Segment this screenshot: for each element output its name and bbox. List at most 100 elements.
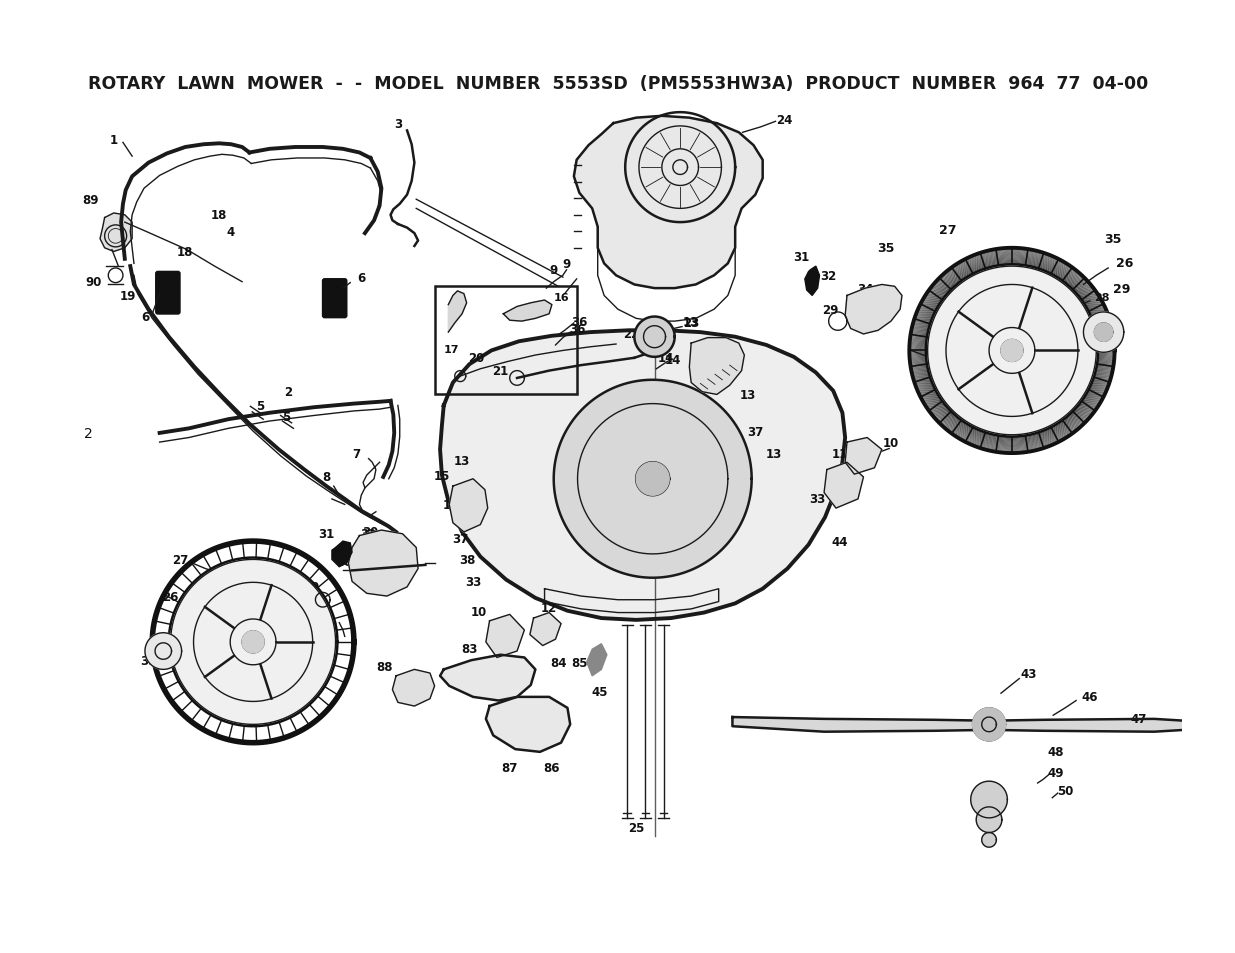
Polygon shape bbox=[689, 338, 745, 395]
Polygon shape bbox=[578, 404, 727, 555]
Text: 33: 33 bbox=[809, 493, 826, 506]
Text: 1: 1 bbox=[110, 134, 117, 147]
FancyBboxPatch shape bbox=[322, 278, 347, 319]
Text: 87: 87 bbox=[501, 761, 517, 774]
Text: 13: 13 bbox=[454, 455, 471, 467]
Polygon shape bbox=[805, 267, 820, 296]
Text: 29: 29 bbox=[823, 303, 839, 316]
Text: 26: 26 bbox=[1116, 256, 1134, 270]
Text: 9: 9 bbox=[562, 257, 571, 271]
Text: 16: 16 bbox=[553, 293, 569, 303]
Text: 43: 43 bbox=[1020, 667, 1036, 679]
Polygon shape bbox=[574, 116, 763, 289]
Text: 15: 15 bbox=[433, 469, 450, 482]
Text: 46: 46 bbox=[1082, 691, 1098, 703]
Text: 18: 18 bbox=[211, 209, 227, 222]
Text: 32: 32 bbox=[361, 528, 377, 540]
Polygon shape bbox=[485, 615, 525, 658]
Polygon shape bbox=[242, 631, 264, 653]
Text: 17: 17 bbox=[443, 344, 459, 355]
Text: 86: 86 bbox=[543, 761, 561, 774]
Polygon shape bbox=[927, 267, 1097, 436]
Polygon shape bbox=[440, 331, 845, 620]
Text: 21: 21 bbox=[493, 365, 509, 377]
Text: 88: 88 bbox=[375, 660, 393, 674]
Text: 13: 13 bbox=[683, 315, 699, 328]
Text: ROTARY  LAWN  MOWER  -  -  MODEL  NUMBER  5553SD  (PM5553HW3A)  PRODUCT  NUMBER : ROTARY LAWN MOWER - - MODEL NUMBER 5553S… bbox=[88, 74, 1149, 92]
Polygon shape bbox=[587, 644, 606, 676]
Text: 44: 44 bbox=[831, 535, 848, 548]
Text: 35: 35 bbox=[141, 654, 157, 667]
Text: 37: 37 bbox=[452, 533, 468, 545]
Text: 11: 11 bbox=[831, 447, 847, 460]
Text: 7: 7 bbox=[353, 447, 361, 460]
Text: 24: 24 bbox=[777, 113, 793, 127]
Text: 13: 13 bbox=[443, 498, 459, 512]
Text: 38: 38 bbox=[337, 556, 353, 568]
Text: 37: 37 bbox=[747, 425, 763, 438]
Text: 21: 21 bbox=[653, 340, 669, 353]
Text: 30: 30 bbox=[380, 542, 396, 556]
Text: 27: 27 bbox=[172, 554, 188, 566]
Text: 48: 48 bbox=[1047, 745, 1065, 759]
Polygon shape bbox=[448, 292, 467, 333]
Text: 12: 12 bbox=[541, 601, 557, 614]
Text: 30: 30 bbox=[362, 526, 379, 538]
Text: 84: 84 bbox=[550, 656, 567, 669]
Text: 28: 28 bbox=[1094, 293, 1109, 303]
Text: 38: 38 bbox=[459, 554, 475, 566]
Text: 2: 2 bbox=[284, 386, 291, 398]
Text: 10: 10 bbox=[471, 605, 487, 618]
Text: 13: 13 bbox=[721, 346, 737, 359]
Text: 13: 13 bbox=[766, 447, 782, 460]
Text: 13: 13 bbox=[740, 389, 756, 401]
Polygon shape bbox=[1083, 313, 1124, 353]
Polygon shape bbox=[332, 541, 352, 567]
Polygon shape bbox=[450, 479, 488, 533]
Text: 49: 49 bbox=[1047, 765, 1065, 779]
Text: 4: 4 bbox=[226, 226, 235, 238]
Polygon shape bbox=[100, 213, 132, 253]
Polygon shape bbox=[845, 285, 902, 335]
Polygon shape bbox=[170, 559, 336, 724]
Polygon shape bbox=[824, 463, 863, 509]
Text: 14: 14 bbox=[664, 354, 680, 367]
Text: 10: 10 bbox=[883, 436, 899, 449]
Text: 85: 85 bbox=[571, 656, 588, 669]
Text: 36: 36 bbox=[569, 323, 585, 335]
Polygon shape bbox=[144, 633, 182, 670]
Polygon shape bbox=[982, 833, 997, 847]
Bar bbox=[435, 287, 577, 395]
Text: 28: 28 bbox=[321, 619, 337, 632]
Text: 6: 6 bbox=[357, 272, 366, 284]
Text: 29: 29 bbox=[304, 580, 320, 594]
Text: 3: 3 bbox=[394, 117, 401, 131]
Text: 35: 35 bbox=[877, 242, 894, 255]
Text: 22: 22 bbox=[624, 328, 640, 341]
Text: 5: 5 bbox=[257, 399, 264, 413]
Text: 45: 45 bbox=[592, 685, 608, 699]
Text: 38: 38 bbox=[948, 355, 966, 369]
Text: 18: 18 bbox=[177, 246, 194, 258]
Text: 27: 27 bbox=[939, 224, 957, 236]
Polygon shape bbox=[485, 698, 571, 752]
Polygon shape bbox=[504, 301, 552, 322]
Text: 90: 90 bbox=[85, 276, 101, 289]
Text: 5: 5 bbox=[282, 411, 290, 423]
Polygon shape bbox=[636, 463, 669, 496]
Text: 25: 25 bbox=[629, 821, 645, 834]
Text: 26: 26 bbox=[163, 590, 179, 603]
Text: 9: 9 bbox=[550, 264, 558, 277]
Text: 34: 34 bbox=[857, 282, 873, 295]
Text: 32: 32 bbox=[820, 270, 837, 282]
Text: 14: 14 bbox=[657, 352, 674, 365]
Text: 6: 6 bbox=[142, 311, 149, 324]
Polygon shape bbox=[393, 670, 435, 706]
Polygon shape bbox=[732, 718, 1235, 732]
Text: 36: 36 bbox=[571, 315, 588, 328]
Polygon shape bbox=[348, 531, 419, 597]
Polygon shape bbox=[635, 317, 674, 357]
Polygon shape bbox=[1000, 340, 1023, 362]
Text: 83: 83 bbox=[461, 642, 478, 655]
Polygon shape bbox=[972, 708, 1005, 741]
